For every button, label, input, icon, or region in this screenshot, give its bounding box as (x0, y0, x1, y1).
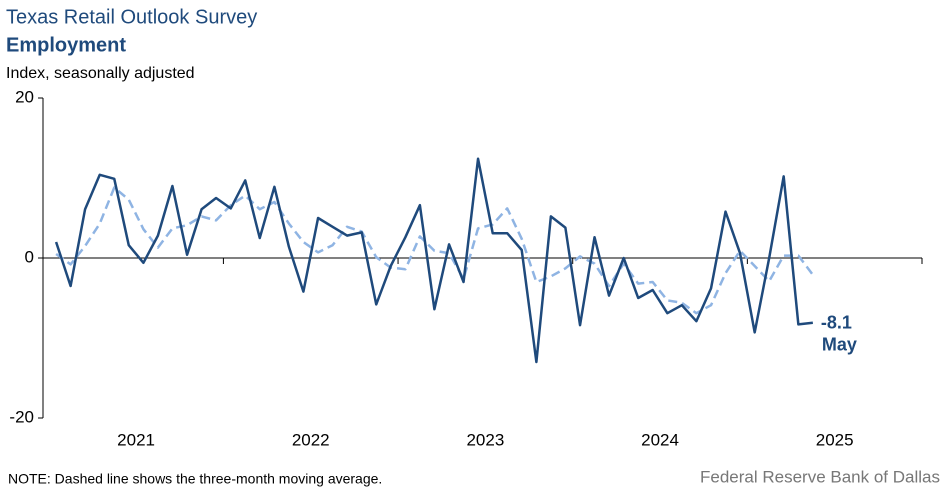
chart-title: Texas Retail Outlook Survey (6, 6, 257, 28)
chart-subtitle: Employment (6, 34, 126, 56)
source: Federal Reserve Bank of Dallas (700, 467, 940, 486)
x-tick-label: 2022 (292, 430, 330, 449)
y-axis-label: Index, seasonally adjusted (6, 65, 195, 82)
x-tick-label: 2024 (641, 430, 679, 449)
index-line (54, 157, 813, 364)
data-label: -8.1 (821, 313, 852, 333)
y-tick-label: 0 (25, 247, 34, 266)
x-tick-label: 2025 (816, 430, 854, 449)
annotation: May (822, 335, 857, 355)
note: NOTE: Dashed line shows the three-month … (8, 471, 382, 487)
moving-average-line (55, 186, 814, 315)
x-tick-label: 2023 (466, 430, 504, 449)
y-tick-label: 20 (15, 87, 34, 106)
x-tick-label: 2021 (117, 430, 155, 449)
y-tick-label: -20 (9, 407, 34, 426)
